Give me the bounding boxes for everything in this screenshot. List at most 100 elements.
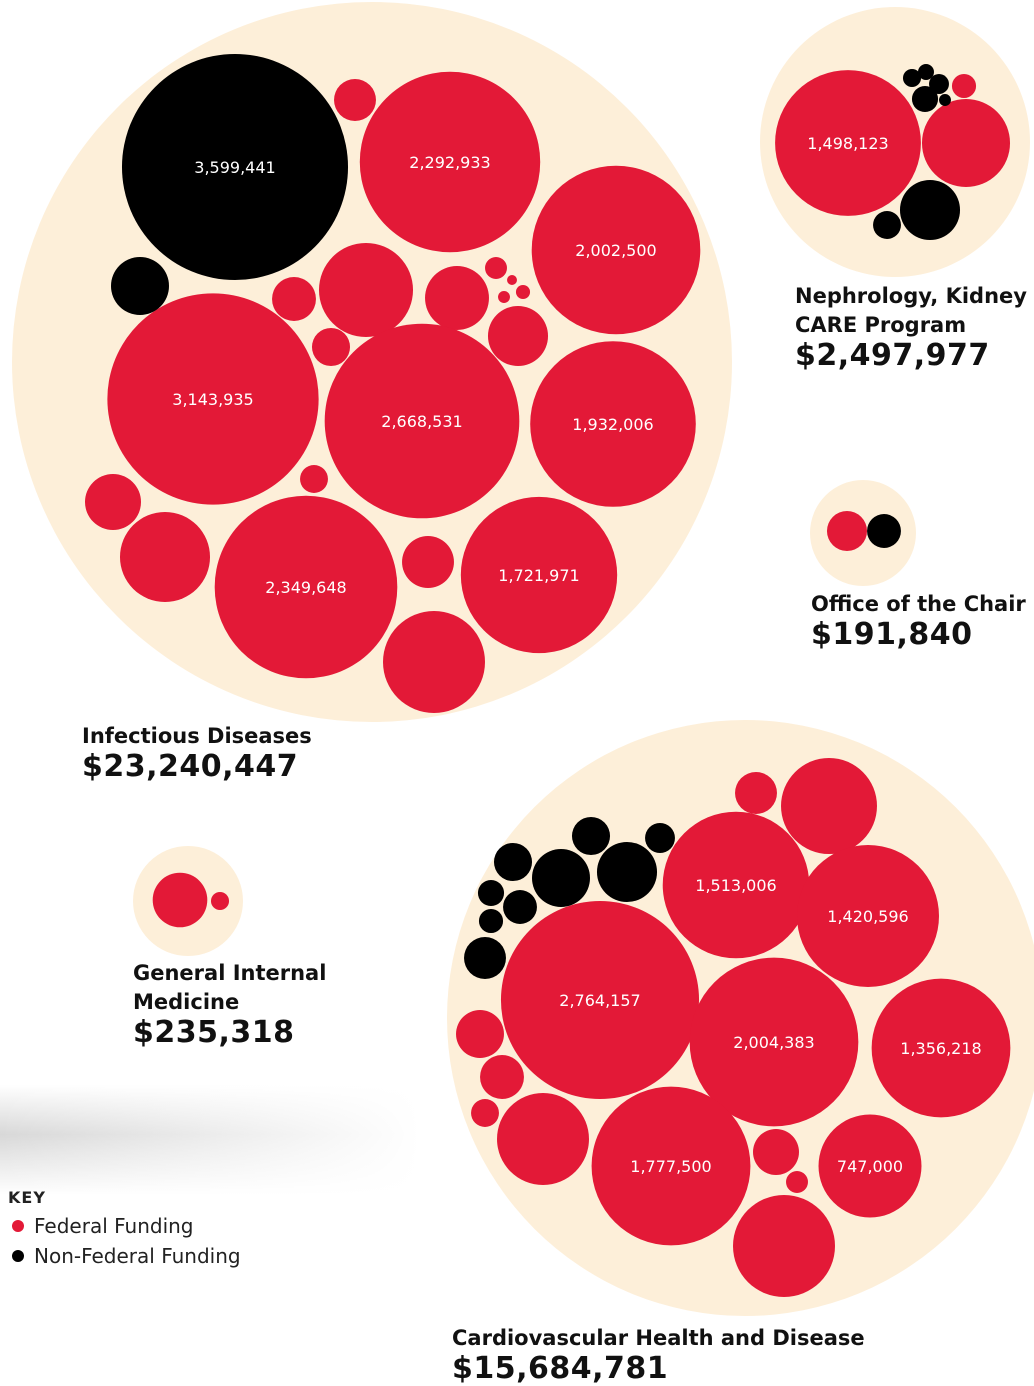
bubble bbox=[487, 305, 549, 367]
bubble-label: 1,420,596 bbox=[827, 907, 908, 926]
bubble-label: 2,349,648 bbox=[265, 578, 346, 597]
group-total: $23,240,447 bbox=[82, 749, 299, 784]
bubble bbox=[951, 73, 977, 99]
bubble bbox=[531, 165, 701, 335]
bubble bbox=[826, 510, 868, 552]
bubble bbox=[753, 1129, 799, 1175]
bubble bbox=[485, 257, 507, 279]
legend: KEY Federal Funding Non-Federal Funding bbox=[8, 1188, 241, 1271]
bubble bbox=[775, 70, 921, 216]
bubble-label: 2,002,500 bbox=[575, 241, 656, 260]
bubble bbox=[507, 275, 517, 285]
bubble bbox=[300, 465, 328, 493]
group-label: Cardiovascular Health and Disease $15,684… bbox=[452, 1324, 972, 1385]
bubble bbox=[334, 79, 376, 121]
legend-swatch bbox=[12, 1220, 24, 1232]
bubble bbox=[873, 211, 901, 239]
bubble bbox=[460, 496, 618, 654]
bubble bbox=[689, 957, 859, 1127]
bubble bbox=[530, 341, 696, 507]
bubble bbox=[500, 900, 700, 1100]
bubble bbox=[645, 823, 675, 853]
group-label: Infectious Diseases $23,240,447 bbox=[82, 722, 402, 783]
bubble bbox=[911, 85, 939, 113]
bubble bbox=[402, 536, 454, 588]
bubble bbox=[867, 514, 901, 548]
bubble bbox=[497, 1093, 589, 1185]
legend-swatch bbox=[12, 1250, 24, 1262]
bubble-label: 747,000 bbox=[837, 1157, 903, 1176]
group-name: Cardiovascular Health and Disease bbox=[452, 1326, 865, 1350]
bubble bbox=[107, 293, 319, 505]
bubble-label: 1,513,006 bbox=[695, 876, 776, 895]
bubble bbox=[110, 256, 170, 316]
bubble bbox=[382, 610, 486, 714]
legend-title: KEY bbox=[8, 1188, 46, 1207]
bubble bbox=[596, 841, 658, 903]
bubble bbox=[899, 179, 961, 241]
bubble-label: 1,932,006 bbox=[572, 415, 653, 434]
group-total: $191,840 bbox=[811, 617, 973, 652]
bubble-label: 2,668,531 bbox=[381, 412, 462, 431]
group-total: $15,684,781 bbox=[452, 1351, 669, 1386]
group-total: $235,318 bbox=[133, 1015, 295, 1050]
bubble bbox=[121, 53, 349, 281]
group-label: Nephrology, Kidney CARE Program $2,497,97… bbox=[795, 282, 1031, 372]
bubble bbox=[318, 242, 414, 338]
bubble bbox=[591, 1086, 751, 1246]
bubble-label: 3,143,935 bbox=[172, 390, 253, 409]
bubble bbox=[84, 473, 142, 531]
bubble bbox=[503, 890, 537, 924]
bubble bbox=[902, 68, 922, 88]
bubble bbox=[493, 842, 533, 882]
group-name: Nephrology, Kidney CARE Program bbox=[795, 284, 1027, 337]
bubble-label: 1,356,218 bbox=[900, 1039, 981, 1058]
bubble bbox=[456, 1010, 504, 1058]
bubble bbox=[152, 872, 208, 928]
legend-label: Non-Federal Funding bbox=[34, 1244, 241, 1268]
bubble-label: 1,721,971 bbox=[498, 566, 579, 585]
bubble bbox=[571, 816, 611, 856]
group-label: General Internal Medicine $235,318 bbox=[133, 959, 333, 1049]
bubble-label: 2,004,383 bbox=[733, 1033, 814, 1052]
group-name: Office of the Chair bbox=[811, 592, 1026, 616]
bubble bbox=[324, 323, 520, 519]
legend-label: Federal Funding bbox=[34, 1214, 194, 1238]
bubble bbox=[796, 844, 940, 988]
bubble-label: 1,777,500 bbox=[630, 1157, 711, 1176]
bubble bbox=[939, 94, 951, 106]
bubble bbox=[471, 1099, 499, 1127]
bubble bbox=[480, 1055, 524, 1099]
bubble bbox=[921, 98, 1011, 188]
bubble bbox=[515, 284, 531, 300]
bubble bbox=[477, 879, 505, 907]
bubble bbox=[359, 71, 541, 253]
bubble bbox=[311, 327, 351, 367]
bubble bbox=[786, 1171, 808, 1193]
bubble bbox=[210, 891, 230, 911]
bubble bbox=[735, 772, 777, 814]
bubble bbox=[732, 1194, 836, 1298]
bubble bbox=[781, 758, 877, 854]
bubble bbox=[871, 978, 1011, 1118]
bubble-label: 2,764,157 bbox=[559, 991, 640, 1010]
bubble bbox=[918, 64, 934, 80]
shadow-fade bbox=[0, 1085, 420, 1195]
group-name: General Internal Medicine bbox=[133, 961, 327, 1014]
bubble bbox=[214, 495, 398, 679]
bubble bbox=[818, 1114, 922, 1218]
bubble bbox=[464, 937, 506, 979]
bubble-label: 2,292,933 bbox=[409, 153, 490, 172]
group-label: Office of the Chair $191,840 bbox=[811, 590, 1034, 651]
bubble bbox=[478, 908, 504, 934]
bubble bbox=[929, 74, 949, 94]
group-name: Infectious Diseases bbox=[82, 724, 312, 748]
bubble bbox=[119, 511, 211, 603]
bubble bbox=[662, 811, 810, 959]
bubble bbox=[272, 277, 316, 321]
bubble bbox=[498, 291, 510, 303]
legend-item: Non-Federal Funding bbox=[8, 1241, 241, 1271]
bubble bbox=[531, 848, 591, 908]
